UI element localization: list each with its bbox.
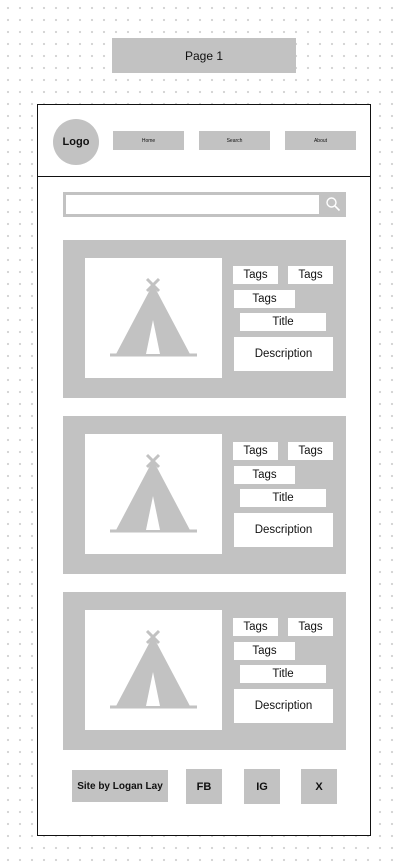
post-card[interactable]: Tags Tags Tags Title Description <box>63 240 346 398</box>
tag-chip[interactable]: Tags <box>233 442 278 460</box>
tag-chip[interactable]: Tags <box>234 466 295 484</box>
tent-icon <box>110 277 197 357</box>
search-bar <box>63 192 346 217</box>
card-image <box>85 258 222 378</box>
page-label: Page 1 <box>112 38 296 73</box>
tag-chip[interactable]: Tags <box>288 442 333 460</box>
logo[interactable]: Logo <box>53 119 99 165</box>
nav-search-button[interactable]: Search <box>199 131 270 150</box>
tag-chip[interactable]: Tags <box>233 618 278 636</box>
tent-icon <box>110 453 197 533</box>
footer-credit: Site by Logan Lay <box>72 770 168 802</box>
card-title: Title <box>240 489 326 507</box>
tag-chip[interactable]: Tags <box>233 266 278 284</box>
facebook-button[interactable]: FB <box>186 769 222 804</box>
nav-about-button[interactable]: About <box>285 131 356 150</box>
card-image <box>85 434 222 554</box>
card-image <box>85 610 222 730</box>
tag-chip[interactable]: Tags <box>234 642 295 660</box>
tent-icon <box>110 629 197 709</box>
tag-chip[interactable]: Tags <box>234 290 295 308</box>
search-input[interactable] <box>66 195 319 214</box>
post-card[interactable]: Tags Tags Tags Title Description <box>63 416 346 574</box>
card-title: Title <box>240 665 326 683</box>
tag-chip[interactable]: Tags <box>288 618 333 636</box>
card-title: Title <box>240 313 326 331</box>
tag-chip[interactable]: Tags <box>288 266 333 284</box>
card-description: Description <box>234 513 333 547</box>
wireframe-frame: Logo Home Search About Tags Tags Tags Ti… <box>37 104 371 836</box>
site-header: Logo Home Search About <box>37 104 371 177</box>
card-description: Description <box>234 337 333 371</box>
instagram-button[interactable]: IG <box>244 769 280 804</box>
x-button[interactable]: X <box>301 769 337 804</box>
nav-home-button[interactable]: Home <box>113 131 184 150</box>
post-card[interactable]: Tags Tags Tags Title Description <box>63 592 346 750</box>
search-icon[interactable] <box>325 196 341 212</box>
card-description: Description <box>234 689 333 723</box>
